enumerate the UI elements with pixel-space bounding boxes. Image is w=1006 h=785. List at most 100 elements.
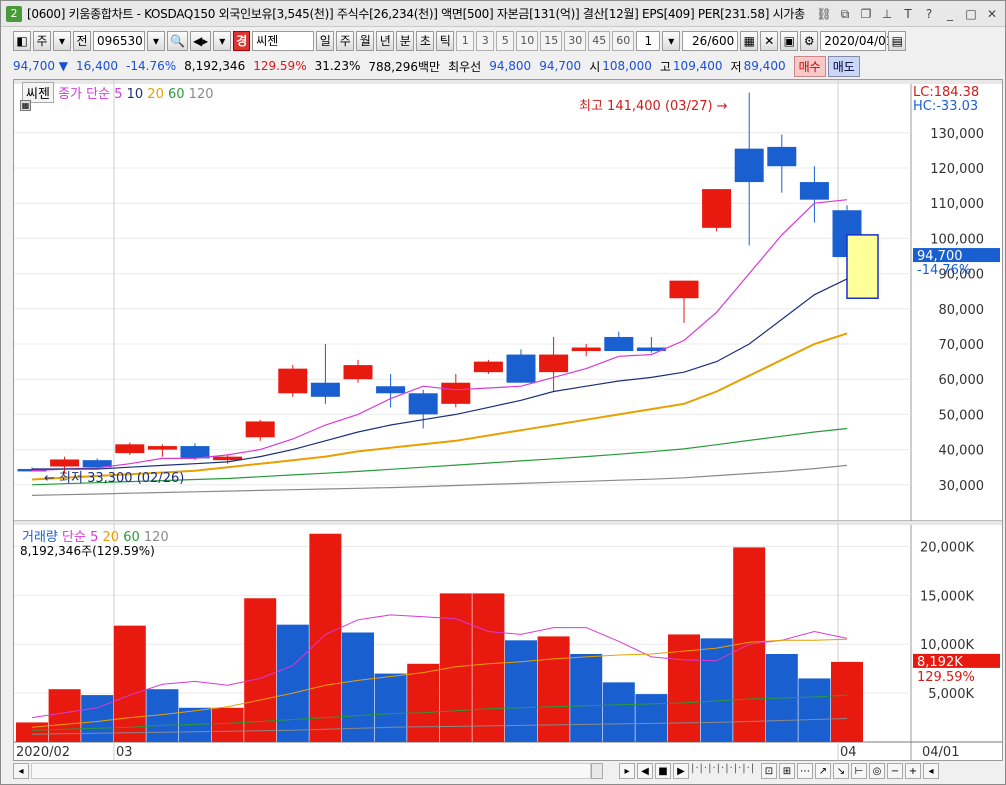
period-month[interactable]: 월 [356,31,375,51]
settings-icon[interactable]: ⚙ [800,31,819,51]
volume-bar [16,722,48,742]
price-ma5: 5 [114,87,123,102]
pin-icon[interactable]: ⊥ [881,7,893,21]
period-day[interactable]: 일 [316,31,335,51]
volume-bar [505,640,537,742]
volume: 8,192,346 [184,59,246,73]
price-tick-label: 70,000 [939,338,985,353]
scrollbar-thumb[interactable] [591,763,603,779]
interval-3[interactable]: 3 [476,31,495,51]
help-icon[interactable]: ? [925,7,933,21]
volume-bar [342,632,374,742]
candle-body [278,368,308,394]
font-icon[interactable]: T [904,7,912,21]
window-title: [0600] 키움종합차트 - KOSDAQ150 외국인보유[3,545(천)… [27,7,805,21]
zoom-select-icon[interactable]: ⊞ [779,763,795,779]
buy-button[interactable]: 매수 [793,55,826,77]
step-forward-icon[interactable]: ▶ [673,763,689,779]
price-stock-chip[interactable]: 씨젠 [22,82,54,103]
candle-body [441,382,471,404]
close-icon[interactable]: ✕ [986,7,998,21]
chart-canvas[interactable]: 30,000 40,000 50,000 60,000 70,000 80,000 90,0… [14,80,1002,760]
period-tick[interactable]: 틱 [436,31,455,51]
volume-ma-label: 단순 [62,530,86,545]
period-second[interactable]: 초 [416,31,435,51]
volume-pct-tag: 129.59% [917,670,975,685]
price-ma-20-line [31,332,848,481]
minimize-icon[interactable]: _ [947,7,953,21]
sell-button[interactable]: 매도 [827,55,860,77]
volume-bar [276,624,309,742]
candle-body [245,421,275,438]
zoom-fit-icon[interactable]: ⊡ [761,763,777,779]
period-week[interactable]: 주 [336,31,355,51]
date-input[interactable]: 2020/04/01 [820,31,893,51]
calc-icon[interactable]: ▦ [20,100,31,111]
measure-icon[interactable]: ⊢ [851,763,867,779]
zoom-in-icon[interactable]: + [905,763,921,779]
best-ask: 94,800 [489,59,532,73]
capture-icon[interactable]: ◎ [869,763,885,779]
scrollbar-track[interactable] [31,763,591,779]
trend-down-icon[interactable]: ↘ [833,763,849,779]
zoom-out-icon[interactable]: − [887,763,903,779]
chart-panel[interactable]: 30,000 40,000 50,000 60,000 70,000 80,000 90,0… [13,79,1003,761]
unit-input[interactable]: 1 [636,31,661,51]
lc-label: LC:184.38 [913,85,979,100]
scroll-right-icon[interactable]: ▸ [619,763,635,779]
scroll-end-icon[interactable]: ◂ [923,763,939,779]
volume-ma60: 60 [123,530,140,545]
step-back-icon[interactable]: ◀ [637,763,653,779]
prev-button[interactable]: 전 [73,31,91,51]
maximize-icon[interactable]: □ [965,7,977,21]
interval-45[interactable]: 45 [588,31,611,51]
title-bar: 2 [0600] 키움종합차트 - KOSDAQ150 외국인보유[3,545(… [1,1,1005,27]
type-select[interactable]: 주 [33,31,51,51]
volume-bar [831,661,863,742]
interval-15[interactable]: 15 [540,31,563,51]
period-year[interactable]: 년 [376,31,395,51]
interval-10[interactable]: 10 [516,31,539,51]
save-icon[interactable]: ▣ [780,31,799,51]
speaker-icon[interactable]: ◀▸ [189,31,212,51]
price-tick-label: 110,000 [930,197,984,212]
interval-30[interactable]: 30 [564,31,587,51]
interval-5[interactable]: 5 [496,31,515,51]
candle-body [702,189,732,228]
restore-icon[interactable]: ❐ [860,7,872,21]
calendar-icon[interactable]: ▤ [888,31,907,51]
search-icon[interactable]: 🔍 [167,31,188,51]
stock-name-field[interactable]: 씨젠 [252,31,315,51]
x-label-start: 2020/02 [16,745,70,760]
trend-up-icon[interactable]: ↗ [815,763,831,779]
volume-tick-label: 20,000K [920,540,974,555]
type-dropdown-icon[interactable]: ▾ [53,31,71,51]
speaker-dropdown-icon[interactable]: ▾ [213,31,232,51]
grid-icon[interactable]: ▦ [740,31,759,51]
scroll-left-icon[interactable]: ◂ [13,763,29,779]
stop-icon[interactable]: ■ [655,763,671,779]
interval-1[interactable]: 1 [456,31,475,51]
link-icon[interactable]: ⛓ [816,7,832,21]
cross-icon[interactable]: ✕ [760,31,779,51]
volume-ma-5-line [31,614,848,719]
mid-scroll-strip [14,521,1002,525]
layout-icon[interactable]: ◧ [13,31,31,51]
code-dropdown-icon[interactable]: ▾ [147,31,165,51]
zoom-slider[interactable]: |·|·|·|·|·|·|·| [691,763,756,774]
candle-body [506,354,536,383]
candle-body [799,182,829,200]
unit-dropdown-icon[interactable]: ▾ [662,31,681,51]
price-tag: 94,700 [917,249,963,264]
volume-ma120: 120 [143,530,169,545]
window-controls: ⛓ ⧉ ❐ ⊥ T ? _ □ ✕ [815,5,1001,23]
copy-icon[interactable]: ⧉ [840,7,850,21]
period-mark-icon[interactable]: ⋯ [797,763,813,779]
stock-code-input[interactable]: 096530 [93,31,145,51]
count-input[interactable]: 26/600 [682,31,739,51]
volume-ma-20-line [31,638,848,728]
candle-body [82,460,112,468]
candle-body [343,365,373,380]
period-minute[interactable]: 분 [396,31,415,51]
interval-60[interactable]: 60 [612,31,635,51]
